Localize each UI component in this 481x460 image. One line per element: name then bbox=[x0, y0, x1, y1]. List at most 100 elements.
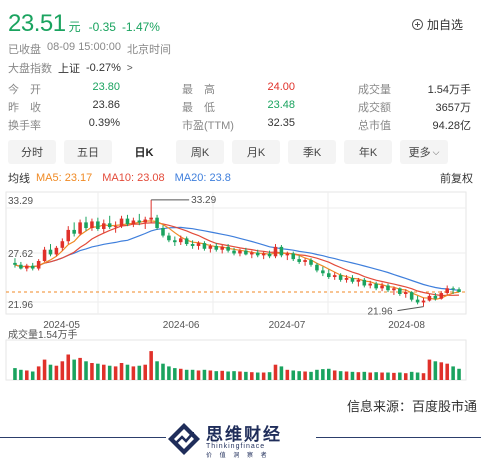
volume-bar bbox=[386, 372, 390, 380]
tab-weekly-k[interactable]: 周K bbox=[176, 140, 224, 164]
candle-body bbox=[409, 292, 414, 300]
tab-label: 周K bbox=[190, 147, 210, 159]
candle-body bbox=[196, 243, 201, 246]
volume-bar bbox=[102, 364, 106, 380]
volume-bar bbox=[409, 371, 414, 380]
volume-bar bbox=[19, 369, 23, 380]
volume-bar bbox=[36, 366, 41, 380]
candle-body bbox=[392, 288, 396, 291]
candle-body bbox=[267, 253, 272, 257]
ma-lines bbox=[14, 220, 460, 301]
tab-quarterly-k[interactable]: 季K bbox=[288, 140, 336, 164]
volume-bar bbox=[267, 372, 272, 380]
tab-label: 日K bbox=[134, 147, 154, 159]
chevron-down-icon: ⌵ bbox=[432, 146, 440, 157]
volume-bar bbox=[90, 363, 94, 380]
chart-labels: 33.29 27.62 21.96 33.29 21.96 2024-05 2024-06 2… bbox=[8, 195, 425, 341]
volume-bar bbox=[250, 372, 254, 380]
candle-body bbox=[137, 220, 142, 223]
volume-bar bbox=[161, 363, 165, 380]
stat-prevclose-value: 23.86 bbox=[92, 99, 120, 111]
candle-body bbox=[297, 259, 301, 262]
x-axis-label: 2024-08 bbox=[388, 320, 425, 331]
candle-body bbox=[457, 289, 461, 293]
chart-grid bbox=[5, 191, 467, 381]
candle-body bbox=[113, 226, 118, 228]
tab-label: 分时 bbox=[21, 147, 43, 159]
candle-body bbox=[362, 279, 367, 286]
volume-bar bbox=[368, 372, 372, 380]
candle-body bbox=[36, 261, 41, 269]
x-axis-label: 2024-07 bbox=[269, 320, 306, 331]
volume-bar bbox=[232, 371, 236, 380]
candle-body bbox=[261, 253, 266, 256]
candle-body bbox=[368, 283, 372, 286]
volume-grid-frame bbox=[5, 339, 467, 381]
volume-bar bbox=[13, 368, 17, 380]
candle-body bbox=[433, 295, 438, 299]
volume-bar bbox=[208, 370, 213, 380]
volume-bar bbox=[350, 371, 355, 380]
candle-body bbox=[131, 220, 136, 225]
tab-yearly-k[interactable]: 年K bbox=[344, 140, 392, 164]
candle-body bbox=[226, 246, 230, 251]
volume-bar bbox=[173, 368, 177, 380]
tab-five-day[interactable]: 五日 bbox=[64, 140, 112, 164]
candle-body bbox=[54, 247, 59, 255]
candle-body bbox=[102, 223, 106, 229]
candle-body bbox=[415, 299, 420, 303]
candles bbox=[13, 199, 461, 307]
stat-pe-label: 市盈(TTM) bbox=[182, 120, 234, 132]
x-axis-label: 2024-06 bbox=[163, 320, 200, 331]
tab-more[interactable]: 更多 ⌵ bbox=[400, 140, 448, 164]
volume-bar bbox=[167, 366, 171, 380]
candle-body bbox=[220, 246, 224, 250]
volume-bar bbox=[214, 371, 219, 380]
price-adjust-toggle[interactable]: 前复权 bbox=[440, 173, 473, 185]
stats-row: 换手率 0.39% 市盈(TTM) 32.35 总市值 94.28亿 bbox=[8, 117, 471, 132]
stat-low-label: 最 低 bbox=[182, 102, 215, 114]
volume-bar bbox=[415, 372, 420, 380]
candle-body bbox=[119, 218, 124, 227]
candle-body bbox=[66, 229, 71, 242]
market-status-text: 已收盘 bbox=[8, 44, 41, 56]
market-index-link[interactable]: 大盘指数 上证 -0.27% > bbox=[8, 60, 133, 76]
volume-bar bbox=[155, 361, 159, 380]
volume-bar bbox=[42, 359, 47, 380]
candle-body bbox=[60, 241, 65, 248]
candle-body bbox=[107, 223, 112, 228]
ma5-value: MA5: 23.17 bbox=[36, 172, 93, 184]
stat-prevclose-label: 昨 收 bbox=[8, 102, 41, 114]
stat-high-value: 24.00 bbox=[267, 81, 295, 93]
volume-bar bbox=[291, 370, 296, 380]
volume-bar bbox=[125, 364, 130, 380]
plus-circle-icon bbox=[411, 19, 423, 30]
candle-body bbox=[90, 221, 94, 229]
tab-monthly-k[interactable]: 月K bbox=[232, 140, 280, 164]
tab-intraday[interactable]: 分时 bbox=[8, 140, 56, 164]
ma10-line bbox=[14, 222, 460, 297]
stats-row: 昨 收 23.86 最 低 23.48 成交额 3657万 bbox=[8, 99, 471, 114]
candle-body bbox=[421, 300, 426, 303]
add-watchlist-button[interactable]: 加自选 bbox=[411, 16, 463, 33]
candle-body bbox=[19, 264, 23, 269]
stat-turnover-rate-label: 换手率 bbox=[8, 120, 41, 132]
candle-body bbox=[30, 265, 35, 269]
x-axis-label: 2024-05 bbox=[43, 320, 80, 331]
candle-body bbox=[202, 243, 207, 249]
quote-datetime: 08-09 15:00:00 bbox=[47, 41, 122, 53]
candle-body bbox=[72, 229, 76, 234]
candle-body bbox=[445, 288, 449, 294]
tab-daily-k[interactable]: 日K bbox=[120, 140, 168, 164]
candle-body bbox=[403, 292, 408, 294]
stat-volume-label: 成交量 bbox=[358, 84, 391, 96]
moving-average-legend: 均线 MA5: 23.17 MA10: 23.08 MA20: 23.8 前复权 bbox=[8, 170, 473, 186]
candlestick-chart[interactable]: 33.29 27.62 21.96 33.29 21.96 2024-05 2024-06 2… bbox=[0, 186, 481, 386]
volume-bar bbox=[220, 370, 224, 380]
candle-body bbox=[84, 222, 88, 229]
volume-bar bbox=[119, 363, 124, 380]
tab-label: 更多 bbox=[408, 147, 431, 159]
ma5-line bbox=[14, 220, 460, 301]
volume-bar bbox=[297, 371, 301, 380]
candle-body bbox=[255, 252, 260, 256]
